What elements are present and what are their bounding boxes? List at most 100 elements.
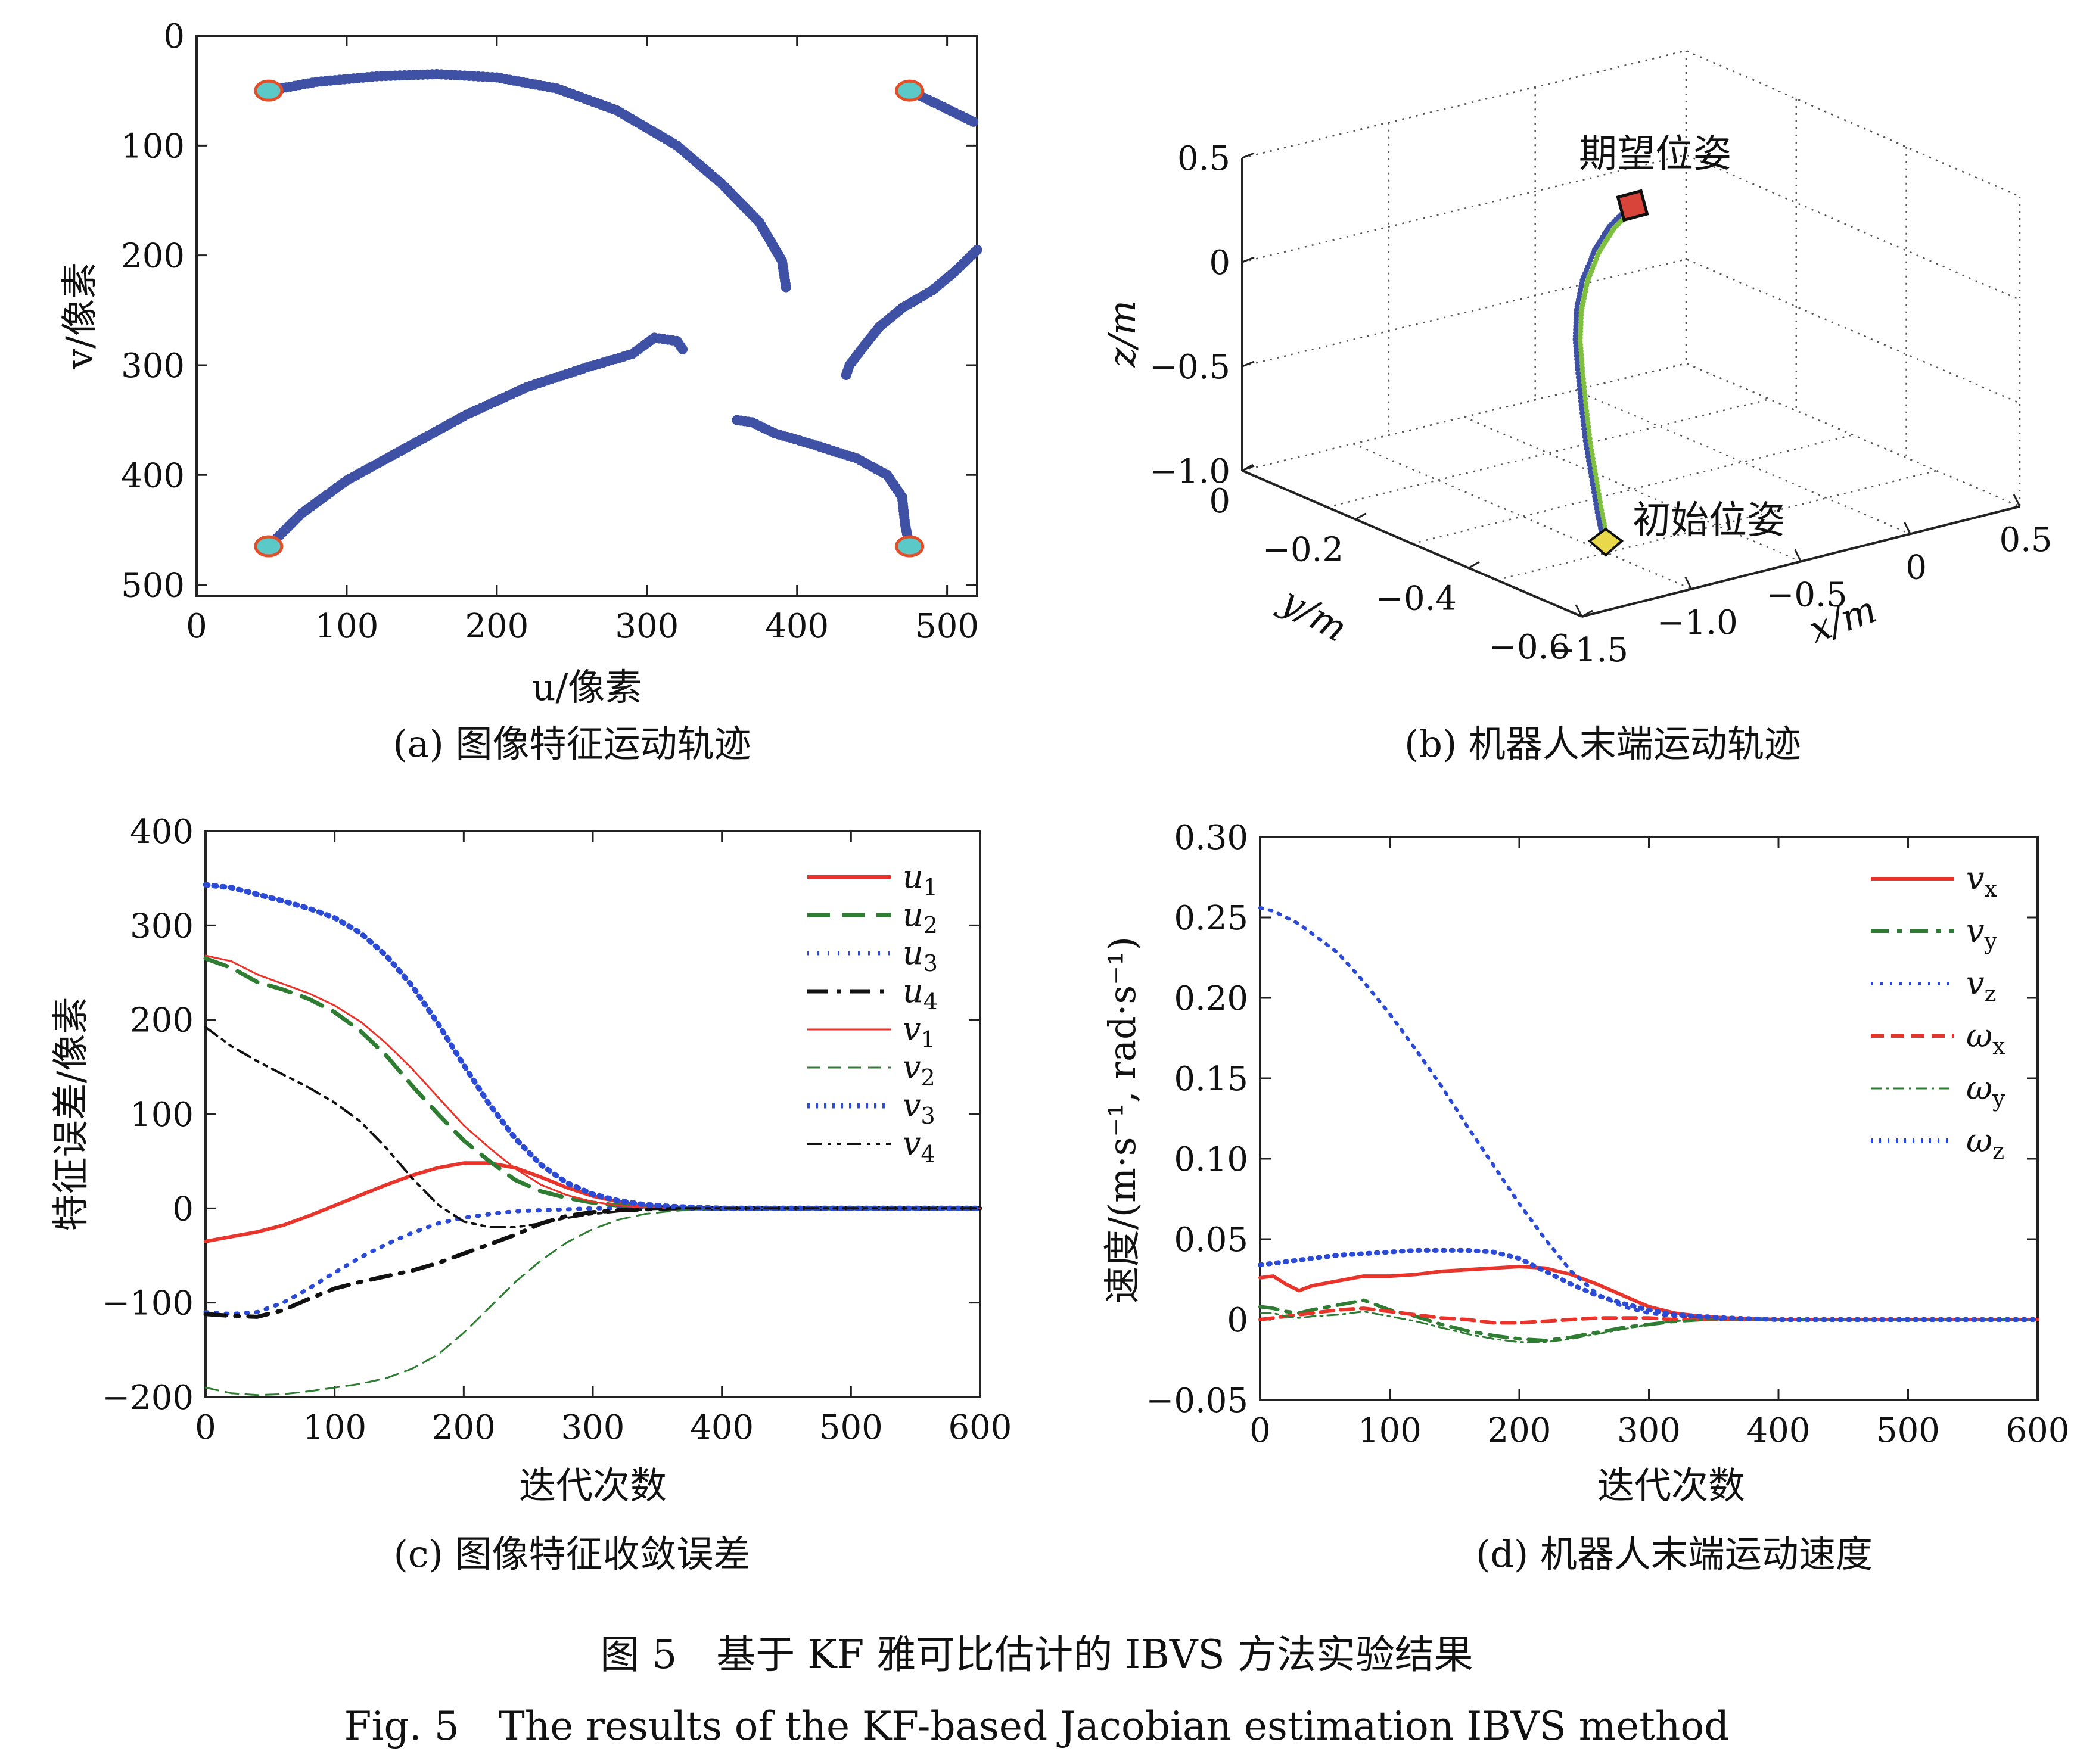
panel-c-xlabel: 迭代次数 <box>519 1464 667 1507</box>
b-ztick-label: 0.5 <box>1177 139 1230 178</box>
b-path-point <box>1597 495 1603 501</box>
b-path-point <box>1578 398 1584 404</box>
b-path-point <box>1586 458 1592 463</box>
b-path-point <box>1587 440 1593 446</box>
feature-point-marker <box>254 79 284 102</box>
b-path-point <box>1586 432 1592 438</box>
panel-a-xlabel: u/像素 <box>532 665 642 709</box>
b-path-point <box>1586 428 1592 434</box>
b-path-point <box>1578 402 1584 408</box>
panel-a-xtick-label: 500 <box>915 607 979 646</box>
series-line-u2 <box>203 956 982 1211</box>
b-path-point <box>1580 372 1586 378</box>
b-path-point <box>1584 450 1590 456</box>
panel-a-ytick-label: 0 <box>163 17 185 56</box>
panel-c-xtick-label: 0 <box>195 1408 216 1447</box>
b-path-point <box>1595 487 1601 493</box>
track-point <box>781 282 791 293</box>
b-xtick-mark <box>1684 577 1693 590</box>
b-path-point <box>1583 404 1589 410</box>
panel-d-caption: (d) 机器人末端运动速度 <box>1476 1532 1873 1576</box>
b-path-point <box>1582 396 1588 402</box>
b-path-point <box>1581 380 1587 386</box>
b-xtick-label: −0.5 <box>1767 576 1848 615</box>
panel-c-xtick-label: 500 <box>819 1408 883 1447</box>
panel-d-series <box>1258 906 2040 1343</box>
b-ztick-mark <box>1242 360 1255 368</box>
b-path-point <box>1592 493 1598 499</box>
panel-d-xtick-label: 200 <box>1488 1411 1551 1450</box>
b-path-point <box>1593 502 1599 508</box>
series-line-ωz <box>1258 1247 2040 1322</box>
b-path-point <box>1575 366 1581 372</box>
b-ztick-mark <box>1242 256 1255 263</box>
series-line-u4 <box>203 1206 982 1319</box>
panel-a-xtick-label: 400 <box>765 607 829 646</box>
b-path-point <box>1588 444 1594 450</box>
b-path-point <box>1585 420 1591 426</box>
b-xtick-label: 0.5 <box>1999 521 2052 559</box>
series-line-vz <box>1258 906 2039 1321</box>
panel-d-ytick-label: 0.30 <box>1174 819 1248 857</box>
panel-c-xtick-label: 400 <box>690 1408 754 1447</box>
start-pose-marker <box>1587 527 1624 557</box>
legend-label: ωy <box>1966 1069 2005 1112</box>
figure-caption-cn: 图 5 基于 KF 雅可比估计的 IBVS 方法实验结果 <box>600 1632 1473 1678</box>
panel-a-ytick-label: 100 <box>121 127 185 166</box>
b-xtick-mark <box>2013 494 2021 507</box>
panel-d-ytick-label: 0 <box>1227 1301 1248 1340</box>
series-line-v3 <box>203 882 983 1211</box>
b-path-point <box>1593 497 1599 503</box>
b-xtick-label: −1.5 <box>1547 631 1628 670</box>
b-ytick-mark <box>1468 561 1480 569</box>
panel-d-robot-end-velocity: 0 100 200 300 400 500 600 0.30 0.25 0.20 0.15 0.10… <box>1100 819 2069 1576</box>
panel-d-xtick-label: 100 <box>1358 1411 1422 1450</box>
legend-label: ωx <box>1966 1017 2005 1059</box>
b-path-point <box>1598 503 1604 509</box>
panel-c-ytick-label: 100 <box>130 1096 194 1134</box>
b-ytick-mark <box>1581 609 1593 618</box>
panel-c-ytick-label: −100 <box>102 1284 194 1323</box>
track-point <box>968 116 979 127</box>
b-ztick-mark <box>1242 152 1255 159</box>
panel-c-y-ticks: 400 300 200 100 0 −100 −200 <box>102 813 980 1417</box>
b-ztick-label: −1.0 <box>1149 452 1230 491</box>
b-path-point <box>1579 410 1585 416</box>
b-xtick-label: 0 <box>1905 548 1927 587</box>
panel-d-xtick-label: 600 <box>2006 1411 2070 1450</box>
legend-label: v4 <box>903 1125 935 1167</box>
panel-a-xtick-label: 300 <box>615 607 679 646</box>
feature-point-marker <box>895 79 925 102</box>
legend-label: u2 <box>903 896 938 938</box>
b-path-point <box>1577 382 1582 388</box>
b-path-point <box>1577 386 1582 392</box>
b-path-point <box>1580 376 1586 382</box>
b-path-point <box>1599 507 1605 513</box>
panel-d-xtick-label: 300 <box>1617 1411 1681 1450</box>
panel-d-xtick-label: 500 <box>1876 1411 1940 1450</box>
b-path-point <box>1591 463 1597 469</box>
b-xtick-mark <box>1575 604 1583 617</box>
b-path-point <box>1584 416 1590 422</box>
panel-a-trajectories <box>263 69 982 552</box>
legend-label: u4 <box>903 972 938 1015</box>
b-path-point <box>1588 474 1594 480</box>
b-ytick-label: −0.6 <box>1489 628 1570 667</box>
panel-a-plot-frame <box>195 35 978 597</box>
start-pose-annotation: 初始位姿 <box>1633 499 1785 543</box>
panel-a-xtick-label: 100 <box>315 607 378 646</box>
b-z-gridline <box>1242 258 2020 404</box>
b-path-point <box>1589 478 1595 484</box>
series-line-v1 <box>204 954 981 1209</box>
panel-a-y-ticks: 0 100 200 300 400 500 <box>121 17 977 605</box>
series-line-v4 <box>204 1026 981 1228</box>
panel-a-x-ticks: 0 100 200 300 400 500 <box>186 36 979 646</box>
b-path-point <box>1591 490 1597 496</box>
panel-d-ytick-label: 0.20 <box>1174 979 1248 1018</box>
panel-c-ytick-label: 300 <box>130 907 194 945</box>
b-ztick-label: 0 <box>1209 244 1230 282</box>
panel-c-caption: (c) 图像特征收敛误差 <box>394 1532 751 1576</box>
panel-c-ytick-label: 400 <box>130 813 194 851</box>
panel-a-caption: (a) 图像特征运动轨迹 <box>393 722 751 766</box>
